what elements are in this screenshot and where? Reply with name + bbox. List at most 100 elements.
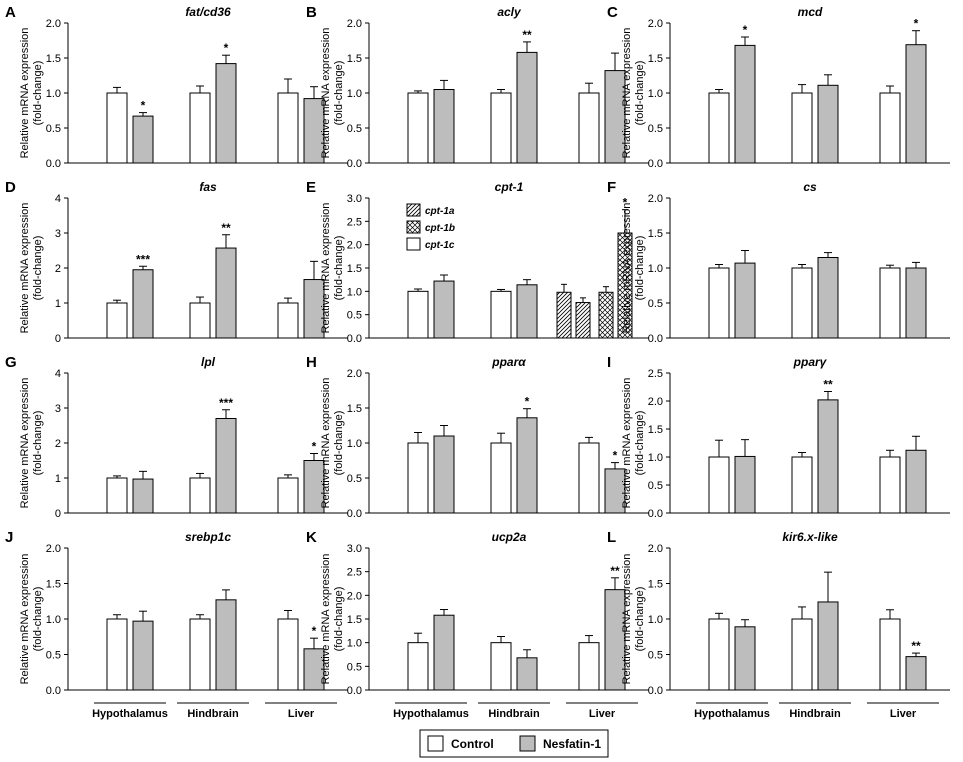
y-tick-label: 0.5: [347, 661, 362, 673]
bar-control: [106, 618, 128, 691]
gene-title: cs: [803, 180, 817, 194]
bar-control: [879, 618, 901, 691]
significance-marker: *: [525, 395, 530, 409]
legend: Control Nesfatin-1: [419, 729, 609, 758]
y-tick-label: 0.5: [648, 298, 663, 310]
y-tick-label: 1.0: [648, 614, 663, 626]
y-tick-label: 2.0: [648, 18, 663, 30]
y-tick-label: 1.0: [46, 88, 61, 100]
bar-control: [708, 618, 730, 691]
gene-title: mcd: [798, 5, 823, 19]
y-tick-label: 2.0: [347, 18, 362, 30]
y-tick-label: 1.0: [648, 88, 663, 100]
y-tick-label: 1.5: [347, 614, 362, 626]
y-axis-label-unit: (fold-change): [333, 61, 345, 126]
group-label: Hindbrain: [488, 708, 540, 720]
bar-nesfatin: [215, 599, 237, 691]
y-tick-label: 1.0: [347, 88, 362, 100]
y-tick-label: 0.5: [347, 473, 362, 485]
significance-marker: **: [221, 221, 231, 235]
y-axis-label-unit: (fold-change): [333, 587, 345, 652]
group-label: Liver: [288, 708, 315, 720]
bar-control: [578, 642, 600, 691]
bar-control: [879, 456, 901, 514]
y-tick-label: 1.0: [46, 614, 61, 626]
panel-letter: I: [607, 354, 611, 371]
inset-legend-label: cpt-1c: [425, 240, 455, 251]
gene-title: pparγ: [793, 355, 828, 369]
significance-marker: *: [141, 99, 146, 113]
panel-letter: J: [5, 529, 13, 546]
panel-letter: D: [5, 179, 16, 196]
y-tick-label: 1.0: [648, 263, 663, 275]
bar-nesfatin: [132, 115, 154, 164]
significance-marker: ***: [219, 396, 233, 410]
y-axis-label: Relative mRNA expression: [19, 378, 31, 509]
significance-marker: **: [610, 564, 620, 578]
y-axis-label: Relative mRNA expression: [320, 28, 332, 159]
group-label: Liver: [589, 708, 616, 720]
y-tick-label: 0.0: [46, 158, 61, 170]
bar-control: [277, 92, 299, 164]
bar-nesfatin: [734, 44, 756, 164]
panel-letter: E: [306, 179, 316, 196]
y-axis-label: Relative mRNA expression: [19, 203, 31, 334]
legend-box: [419, 729, 609, 758]
significance-marker: *: [312, 440, 317, 454]
bar-control: [407, 442, 429, 514]
y-tick-label: 1.5: [46, 53, 61, 65]
legend-label-control: Control: [451, 737, 494, 751]
gene-title: pparα: [491, 355, 526, 369]
y-tick-label: 0.0: [648, 158, 663, 170]
significance-marker: *: [914, 17, 919, 31]
y-tick-label: 0.0: [648, 333, 663, 345]
y-axis-label-unit: (fold-change): [333, 411, 345, 476]
y-tick-label: 2.0: [347, 368, 362, 380]
y-tick-label: 0: [55, 508, 61, 520]
bar-nesfatin: [433, 435, 455, 514]
gene-title: fat/cd36: [185, 5, 231, 19]
gene-title: acly: [497, 5, 522, 19]
y-tick-label: 0.5: [347, 310, 362, 322]
bar-nesfatin: [905, 449, 927, 514]
bar-nesfatin: [215, 247, 237, 339]
legend-label-nesfatin: Nesfatin-1: [543, 737, 601, 751]
bar-control: [490, 290, 512, 339]
bar-nesfatin: [433, 614, 455, 691]
bar-control: [490, 92, 512, 164]
bar-control: [708, 456, 730, 514]
panel-letter: B: [306, 4, 317, 21]
y-tick-label: 1: [55, 298, 61, 310]
inset-legend-swatch: [406, 203, 421, 217]
y-tick-label: 4: [55, 193, 61, 205]
significance-marker: **: [823, 377, 833, 391]
bar-nesfatin: [433, 89, 455, 164]
y-tick-label: 2: [55, 263, 61, 275]
y-tick-label: 0: [55, 333, 61, 345]
bar-control: [708, 92, 730, 164]
y-tick-label: 1.5: [648, 424, 663, 436]
y-tick-label: 2.0: [46, 543, 61, 555]
y-tick-label: 1.5: [347, 403, 362, 415]
y-tick-label: 2.0: [347, 590, 362, 602]
inset-legend-swatch: [406, 220, 421, 234]
inset-legend-label: cpt-1b: [425, 223, 455, 234]
y-axis-label-unit: (fold-change): [634, 236, 646, 301]
gene-title: fas: [199, 180, 217, 194]
significance-marker: *: [312, 624, 317, 638]
y-tick-label: 1.0: [347, 438, 362, 450]
group-label: Hypothalamus: [393, 708, 469, 720]
gene-title: ucp2a: [492, 530, 527, 544]
bar-nesfatin: [734, 262, 756, 339]
y-tick-label: 0.5: [648, 650, 663, 662]
panel-letter: A: [5, 4, 16, 21]
gene-title: lpl: [201, 355, 216, 369]
y-axis-label-unit: (fold-change): [32, 236, 44, 301]
